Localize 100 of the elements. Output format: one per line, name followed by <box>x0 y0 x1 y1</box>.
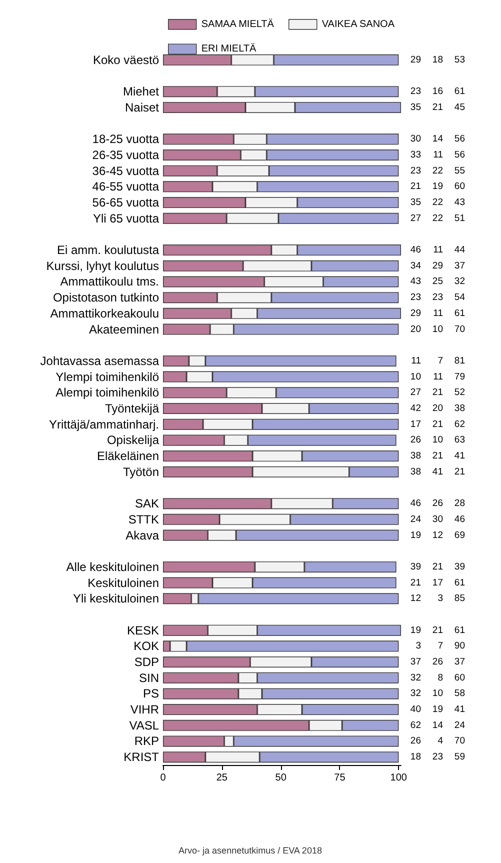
y-tick-label: Akateeminen <box>88 322 159 336</box>
data-label: 11 <box>411 355 421 366</box>
data-label: 53 <box>454 54 465 66</box>
data-label: 16 <box>432 86 443 98</box>
data-label: 27 <box>410 387 421 398</box>
x-tick-label: 0 <box>160 772 166 784</box>
y-tick-label: Alempi toimihenkilö <box>56 386 160 400</box>
data-label: 4 <box>438 736 443 747</box>
data-label: 38 <box>410 450 421 462</box>
data-label: 38 <box>454 403 465 414</box>
data-label: 58 <box>454 688 465 700</box>
data-label: 21 <box>432 387 443 398</box>
data-label: 21 <box>432 418 443 430</box>
y-tick-label: Miehet <box>122 84 160 99</box>
y-tick-label: SDP <box>134 655 159 670</box>
data-label: 60 <box>454 181 465 192</box>
data-label: 52 <box>454 387 465 398</box>
data-label: 29 <box>432 260 443 272</box>
data-label: 63 <box>454 434 465 446</box>
data-label: 37 <box>454 656 465 668</box>
data-label: 38 <box>410 466 421 478</box>
data-label: 45 <box>454 102 465 113</box>
data-label: 17 <box>410 418 421 430</box>
data-label: 61 <box>454 624 465 636</box>
data-label: 26 <box>410 736 421 747</box>
data-label: 79 <box>454 371 465 382</box>
data-label: 21 <box>432 624 443 636</box>
data-label: 12 <box>432 530 443 541</box>
data-label: 90 <box>454 640 465 652</box>
data-label: 21 <box>432 450 443 462</box>
data-label: 26 <box>432 656 443 668</box>
data-label: 62 <box>410 720 421 731</box>
data-label: 51 <box>454 212 465 224</box>
y-tick-label: Yli 65 vuotta <box>92 211 160 226</box>
y-tick-label: Ammattikorkeakoulu <box>50 306 159 320</box>
y-tick-label: VASL <box>129 718 160 732</box>
y-tick-label: Kurssi, lyhyt koulutus <box>46 258 159 273</box>
y-tick-label: RKP <box>134 734 159 748</box>
data-label: 32 <box>410 672 421 684</box>
data-label: 27 <box>410 212 421 224</box>
data-label: 28 <box>454 498 465 510</box>
data-label: 46 <box>454 514 465 525</box>
data-label: 26 <box>410 434 421 446</box>
data-label: 20 <box>432 403 443 414</box>
data-label: 21 <box>410 577 421 588</box>
data-label: 60 <box>454 672 465 684</box>
data-label: 22 <box>432 197 443 208</box>
y-tick-label: 36-45 vuotta <box>92 164 160 178</box>
data-label: 56 <box>454 134 465 145</box>
data-label: 19 <box>432 704 443 716</box>
data-label: 34 <box>410 260 421 272</box>
data-label: 59 <box>454 752 465 763</box>
data-label: 61 <box>454 86 465 98</box>
data-label: 39 <box>454 561 465 572</box>
data-label: 21 <box>454 466 465 478</box>
data-label: 62 <box>454 418 465 430</box>
data-label: 11 <box>433 244 443 256</box>
data-label: 69 <box>454 530 465 541</box>
y-tick-label: Yrittäjä/ammatinharj. <box>48 417 159 432</box>
data-label: 3 <box>438 593 443 604</box>
data-label: 56 <box>454 149 465 160</box>
y-tick-label: 18-25 vuotta <box>92 132 160 146</box>
data-label: 61 <box>454 308 465 319</box>
y-tick-label: KOK <box>134 639 159 654</box>
data-label: 11 <box>433 308 443 319</box>
data-label: 18 <box>410 752 421 763</box>
data-label: 46 <box>410 244 421 256</box>
y-tick-label: Naiset <box>124 100 160 114</box>
data-label: 70 <box>454 736 465 747</box>
y-tick-label: 56-65 vuotta <box>92 196 160 210</box>
data-label: 14 <box>432 134 443 145</box>
y-tick-label: Keskituloinen <box>88 576 159 590</box>
data-label: 81 <box>454 355 465 366</box>
data-label: 19 <box>410 530 421 541</box>
text: Arvo- ja asennetutkimus / EVA 2018 <box>178 846 322 856</box>
data-label: 11 <box>433 149 443 160</box>
data-label: 12 <box>410 593 421 604</box>
data-label: 7 <box>438 355 443 366</box>
data-label: 41 <box>454 450 465 462</box>
data-label: 23 <box>432 292 443 304</box>
legend-label: VAIKEA SANOA <box>322 18 395 30</box>
data-label: 85 <box>454 593 465 604</box>
data-label: 19 <box>432 181 443 192</box>
data-label: 29 <box>410 54 421 66</box>
data-label: 10 <box>432 434 443 446</box>
y-tick-label: SIN <box>138 670 159 685</box>
data-label: 22 <box>432 165 443 176</box>
data-label: 17 <box>432 577 443 588</box>
data-label: 41 <box>432 466 443 478</box>
y-tick-label: 26-35 vuotta <box>92 148 160 162</box>
data-label: 44 <box>454 244 465 256</box>
y-tick-label: Alle keskituloinen <box>66 560 159 574</box>
data-label: 41 <box>454 704 465 716</box>
data-label: 29 <box>410 308 421 319</box>
data-label: 22 <box>432 212 443 224</box>
data-label: 37 <box>454 260 465 272</box>
data-label: 21 <box>410 181 421 192</box>
data-label: 43 <box>454 197 465 208</box>
y-tick-label: Ei amm. koulutusta <box>56 243 160 258</box>
data-label: 32 <box>410 688 421 700</box>
